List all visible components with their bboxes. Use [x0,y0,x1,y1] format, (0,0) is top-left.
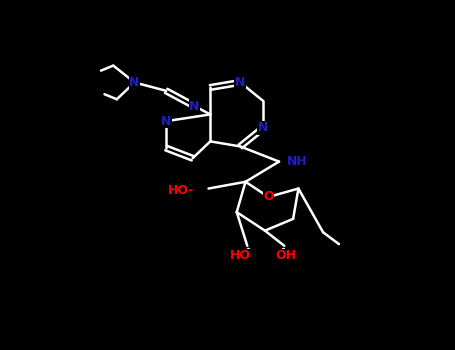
Text: HO-: HO- [168,184,194,197]
Text: HO: HO [230,250,251,262]
Text: N: N [129,76,140,89]
Text: NH: NH [287,155,308,168]
Text: N: N [235,76,245,89]
Text: N: N [189,99,200,112]
Text: OH: OH [276,250,297,262]
Text: N: N [258,121,268,134]
Text: O: O [263,190,274,203]
Text: N: N [161,115,172,128]
